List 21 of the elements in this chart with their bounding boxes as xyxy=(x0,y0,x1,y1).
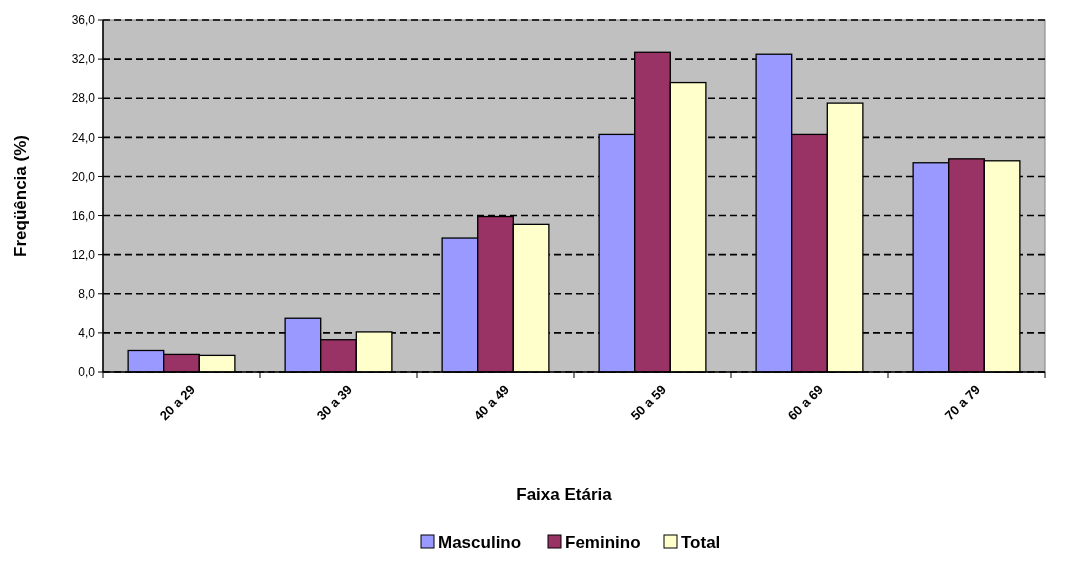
y-tick-label: 24,0 xyxy=(71,130,96,145)
y-axis-title: Freqüência (%) xyxy=(11,135,30,257)
x-tick-label: 40 a 49 xyxy=(470,381,513,424)
x-tick-label: 30 a 39 xyxy=(313,381,356,424)
x-tick-label: 20 a 29 xyxy=(156,381,199,424)
y-tick-label: 16,0 xyxy=(71,208,96,223)
y-tick-label: 12,0 xyxy=(71,247,96,262)
legend-label: Total xyxy=(681,533,721,552)
y-tick-label: 0,0 xyxy=(78,365,96,380)
x-axis-title: Faixa Etária xyxy=(516,485,613,504)
y-tick-label: 4,0 xyxy=(78,326,96,341)
y-tick-label: 32,0 xyxy=(71,52,96,67)
y-tick-label: 36,0 xyxy=(71,13,96,28)
y-tick-label: 20,0 xyxy=(71,169,96,184)
legend-label: Masculino xyxy=(438,533,522,552)
y-tick-label: 28,0 xyxy=(71,91,96,106)
legend-label: Feminino xyxy=(565,533,641,552)
y-tick-label: 8,0 xyxy=(78,286,96,301)
x-tick-label: 50 a 59 xyxy=(627,381,670,424)
x-tick-label: 70 a 79 xyxy=(941,381,984,424)
x-tick-label: 60 a 69 xyxy=(784,381,827,424)
